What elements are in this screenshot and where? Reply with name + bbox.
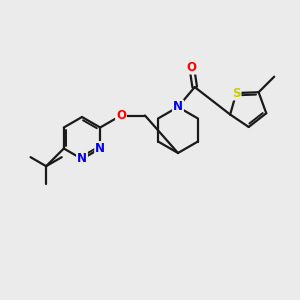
Text: N: N	[77, 152, 87, 166]
Text: O: O	[116, 109, 126, 122]
Text: S: S	[232, 86, 241, 100]
Text: N: N	[173, 100, 183, 113]
Text: O: O	[187, 61, 197, 74]
Text: N: N	[95, 142, 105, 155]
